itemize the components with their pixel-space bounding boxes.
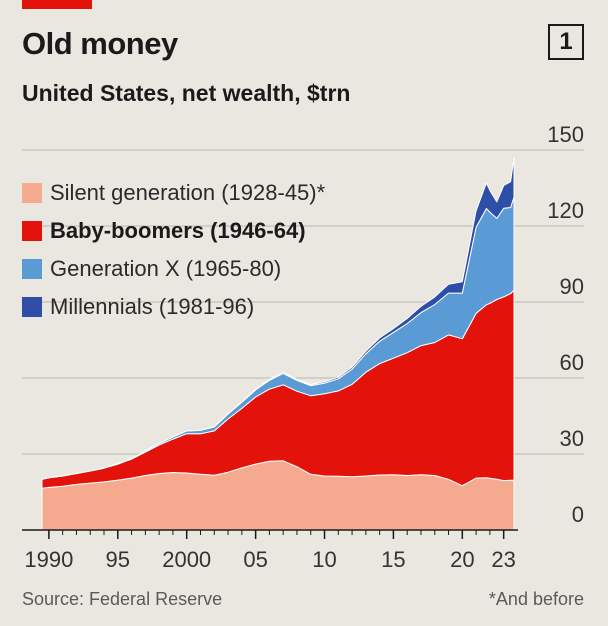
legend-swatch	[22, 221, 42, 241]
brand-red-bar	[22, 0, 92, 9]
legend-label: Silent generation (1928-45)*	[50, 180, 326, 205]
legend-item: Baby-boomers (1946-64)	[22, 212, 325, 250]
legend-label: Millennials (1981-96)	[50, 294, 255, 319]
y-tick-label: 90	[560, 274, 584, 299]
x-tick-label: 1990	[24, 547, 73, 572]
x-tick-label: 20	[450, 547, 474, 572]
legend: Silent generation (1928-45)* Baby-boomers…	[22, 174, 325, 326]
y-tick-label: 150	[547, 122, 584, 147]
legend-item: Silent generation (1928-45)*	[22, 174, 325, 212]
source-note: Source: Federal Reserve	[22, 589, 223, 609]
axis-layer: 0 30 60 90 120 150 1990 95 2000 05 10 15 20 23	[22, 122, 584, 572]
legend-item: Millennials (1981-96)	[22, 288, 325, 326]
x-tick-label: 23	[491, 547, 515, 572]
x-tick-label: 05	[243, 547, 267, 572]
chart-subtitle: United States, net wealth, $trn	[22, 80, 351, 106]
y-tick-label: 60	[560, 350, 584, 375]
legend-swatch	[22, 259, 42, 279]
legend-label: Generation X (1965-80)	[50, 256, 282, 281]
y-tick-label: 30	[560, 426, 584, 451]
x-tick-label: 10	[312, 547, 336, 572]
y-tick-label: 0	[572, 502, 584, 527]
x-tick-label: 15	[381, 547, 405, 572]
legend-swatch	[22, 183, 42, 203]
legend-label: Baby-boomers (1946-64)	[50, 218, 306, 243]
chart-number-badge: 1	[548, 24, 584, 60]
footnote: *And before	[488, 589, 584, 609]
area-series	[41, 157, 515, 480]
x-tick-label: 95	[106, 547, 130, 572]
chart-title: Old money	[22, 26, 178, 61]
y-tick-label: 120	[547, 198, 584, 223]
legend-item: Generation X (1965-80)	[22, 250, 325, 288]
x-tick-label: 2000	[162, 547, 211, 572]
legend-swatch	[22, 297, 42, 317]
